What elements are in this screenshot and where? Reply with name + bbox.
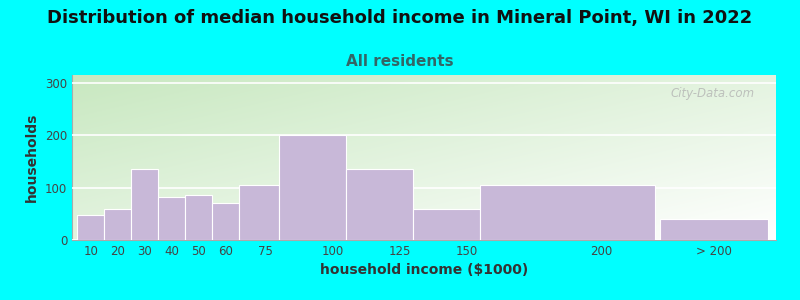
Bar xyxy=(414,208,481,240)
Text: All residents: All residents xyxy=(346,54,454,69)
Bar xyxy=(346,169,414,240)
Bar xyxy=(481,185,655,240)
Bar xyxy=(661,219,768,240)
Bar xyxy=(78,215,104,240)
Text: Distribution of median household income in Mineral Point, WI in 2022: Distribution of median household income … xyxy=(47,9,753,27)
Text: City-Data.com: City-Data.com xyxy=(670,86,755,100)
Bar xyxy=(158,197,185,240)
Bar xyxy=(279,135,346,240)
X-axis label: household income ($1000): household income ($1000) xyxy=(320,263,528,278)
Y-axis label: households: households xyxy=(26,113,39,202)
Bar xyxy=(185,196,212,240)
Bar xyxy=(238,185,279,240)
Bar xyxy=(131,169,158,240)
Bar xyxy=(104,208,131,240)
Bar xyxy=(212,203,238,240)
